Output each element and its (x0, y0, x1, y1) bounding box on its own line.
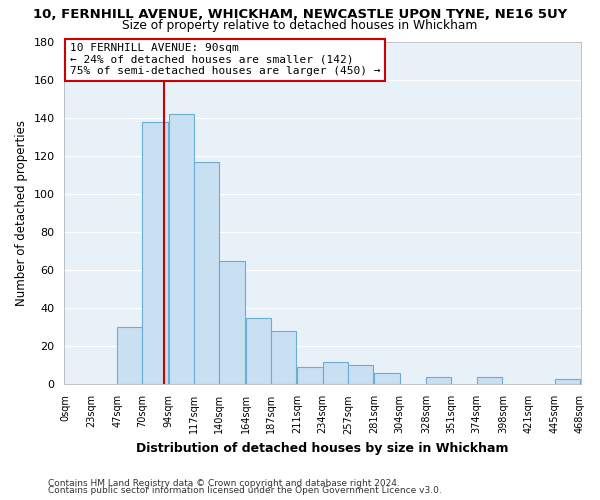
Bar (298, 368, 323, 384)
Bar (271, 331, 296, 384)
Bar (426, 377, 451, 384)
Text: 10, FERNHILL AVENUE, WHICKHAM, NEWCASTLE UPON TYNE, NE16 5UY: 10, FERNHILL AVENUE, WHICKHAM, NEWCASTLE… (33, 8, 567, 20)
Bar (169, 114, 194, 384)
Bar (476, 377, 502, 384)
X-axis label: Distribution of detached houses by size in Whickham: Distribution of detached houses by size … (136, 442, 509, 455)
Text: Contains HM Land Registry data © Crown copyright and database right 2024.: Contains HM Land Registry data © Crown c… (48, 478, 400, 488)
Text: 10 FERNHILL AVENUE: 90sqm
← 24% of detached houses are smaller (142)
75% of semi: 10 FERNHILL AVENUE: 90sqm ← 24% of detac… (70, 43, 380, 76)
Bar (348, 366, 373, 384)
Bar (323, 362, 348, 384)
Y-axis label: Number of detached properties: Number of detached properties (15, 120, 28, 306)
Bar (246, 318, 271, 384)
Text: Contains public sector information licensed under the Open Government Licence v3: Contains public sector information licen… (48, 486, 442, 495)
Bar (220, 260, 245, 384)
Bar (374, 373, 400, 384)
Bar (117, 328, 142, 384)
Text: Size of property relative to detached houses in Whickham: Size of property relative to detached ho… (122, 19, 478, 32)
Bar (554, 378, 580, 384)
Bar (194, 162, 220, 384)
Bar (142, 122, 168, 384)
